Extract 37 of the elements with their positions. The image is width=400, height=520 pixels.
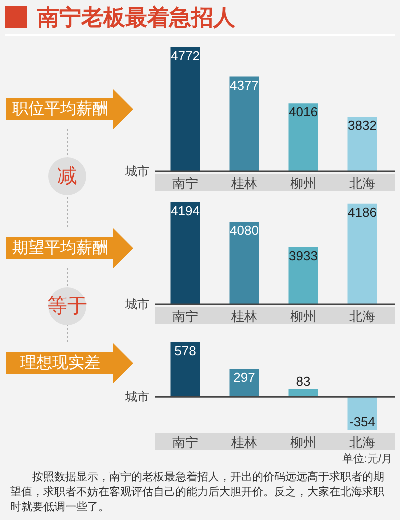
text: 单位:元/月: [342, 452, 393, 466]
data-label: 4016: [289, 104, 318, 120]
x-axis-title: 城市: [124, 390, 150, 404]
chart-title: 南宁老板最着急招人: [36, 5, 236, 30]
text: 等于: [48, 296, 88, 318]
data-label: 578: [174, 344, 196, 358]
text: 期望平均薪酬: [12, 239, 108, 257]
bar: [170, 342, 200, 398]
x-axis-title: 城市: [124, 164, 150, 178]
data-label: 3832: [348, 118, 377, 134]
x-tick-label: 桂林: [230, 176, 258, 191]
x-tick-label: 北海: [350, 309, 376, 324]
data-label: 4194: [171, 204, 200, 218]
data-label: 297: [234, 370, 256, 386]
data-label: 4772: [171, 48, 200, 64]
x-tick-label: 柳州: [290, 435, 316, 450]
x-tick-label: 南宁: [172, 435, 198, 450]
data-label: 4080: [230, 223, 259, 238]
x-tick-label: 桂林: [230, 309, 258, 324]
x-tick-label: 北海: [350, 435, 376, 450]
x-tick-label: 南宁: [172, 309, 198, 324]
text: 职位平均薪酬: [12, 100, 108, 118]
text: 减: [58, 166, 78, 188]
x-tick-label: 柳州: [290, 176, 316, 191]
data-label: 4186: [348, 204, 377, 220]
text: 理想现实差: [20, 354, 100, 372]
data-label: 83: [296, 374, 311, 390]
x-axis-title: 城市: [124, 298, 150, 312]
data-label: -354: [349, 414, 376, 430]
x-tick-label: 柳州: [290, 309, 316, 324]
data-label: 4377: [230, 78, 259, 93]
text: 按照数据显示，南宁的老板最急着招人，开出的价码远远高于求职者的期望值，求职者不妨在客观评估自己的能力后大胆开价。反之，大家在北海求职时就要低调一些了。: [10, 470, 384, 514]
data-label: 3933: [289, 248, 318, 264]
x-tick-label: 北海: [350, 176, 376, 191]
x-tick-label: 南宁: [172, 176, 198, 191]
bar: [288, 389, 318, 398]
x-tick-label: 桂林: [230, 435, 258, 450]
